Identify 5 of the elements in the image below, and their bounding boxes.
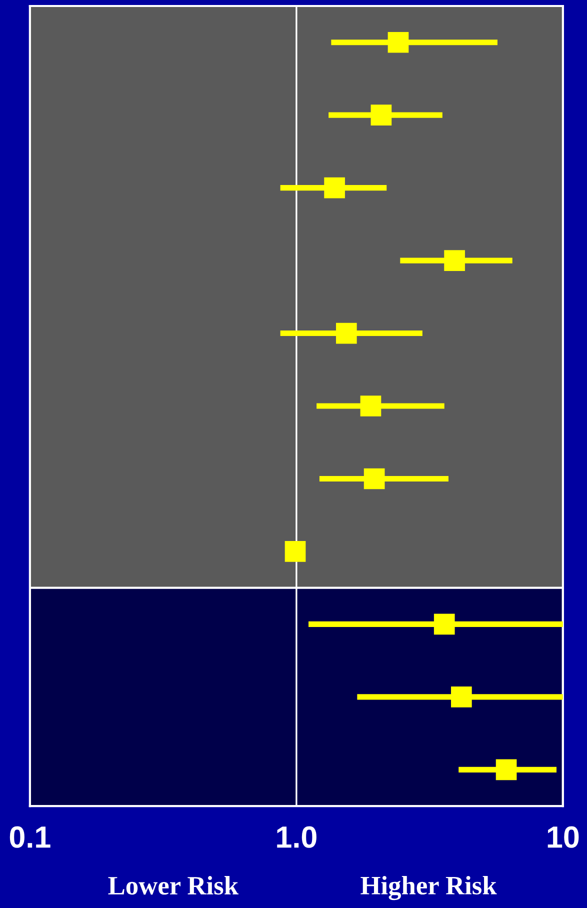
- text: Higher Risk: [360, 876, 497, 900]
- text: Lower Risk: [108, 876, 238, 895]
- x-tick-label: 1.0: [277, 826, 316, 848]
- x-tick-label: 10: [548, 826, 579, 848]
- x-tick-label: 0.1: [10, 826, 50, 848]
